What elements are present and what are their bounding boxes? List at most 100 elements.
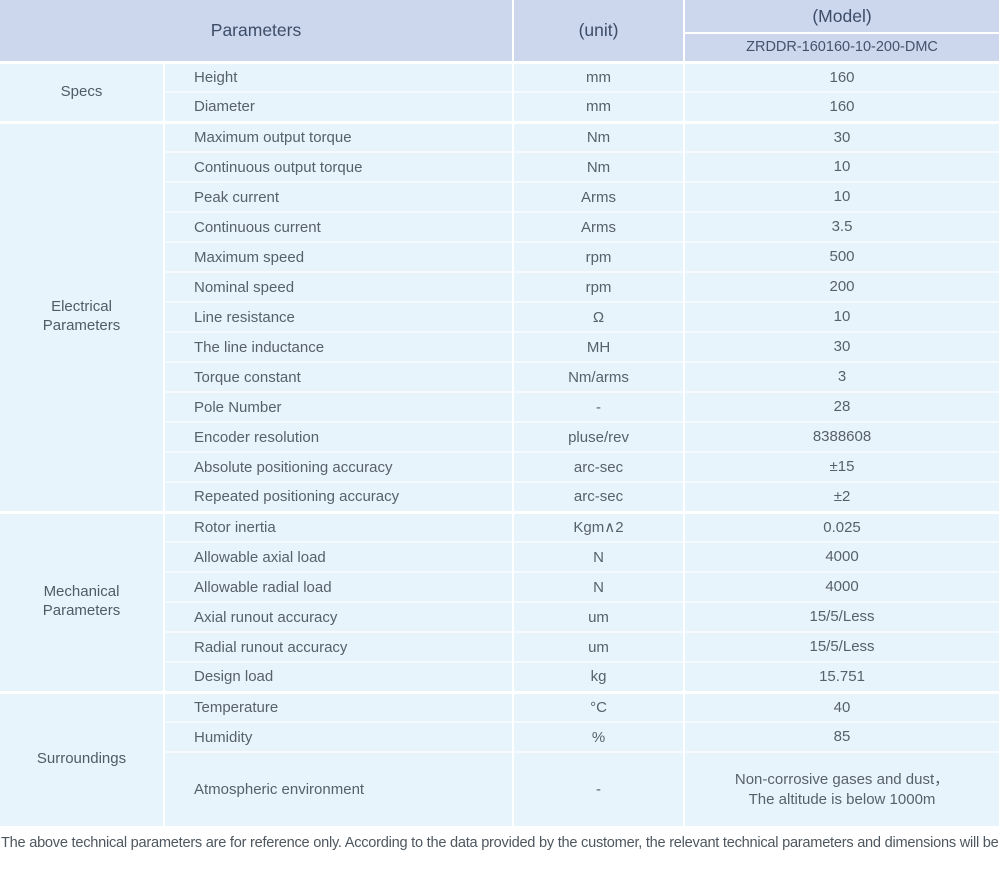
table-row: Encoder resolution pluse/rev 8388608 xyxy=(0,421,999,452)
table-row: Electrical Parameters Maximum output tor… xyxy=(0,120,999,512)
value-cell: 200 xyxy=(683,271,999,302)
param-cell: Allowable radial load xyxy=(162,571,514,602)
unit-cell: um xyxy=(512,631,685,662)
unit-cell: - xyxy=(512,751,685,826)
value-cell: 500 xyxy=(683,241,999,272)
table-row: Pole Number - 28 xyxy=(0,391,999,422)
value-cell: 4000 xyxy=(683,571,999,602)
unit-cell: arc-sec xyxy=(512,451,685,482)
unit-cell: N xyxy=(512,571,685,602)
unit-cell: °C xyxy=(512,690,685,722)
table-row: Maximum speed rpm 500 xyxy=(0,241,999,272)
unit-cell: rpm xyxy=(512,271,685,302)
param-cell: Design load xyxy=(162,661,514,692)
param-cell: Torque constant xyxy=(162,361,514,392)
section-specs: Specs Height mm 160 Diameter mm 160 xyxy=(0,60,999,122)
param-cell: Diameter xyxy=(162,91,514,122)
footer-note: The above technical parameters are for r… xyxy=(1,835,999,851)
section-mechanical: Mechanical Parameters Rotor inertia Kgm∧… xyxy=(0,510,999,692)
value-cell: 40 xyxy=(683,690,999,722)
param-cell: Continuous output torque xyxy=(162,151,514,182)
value-cell: ±2 xyxy=(683,481,999,512)
param-cell: Height xyxy=(162,60,514,92)
table-row: Repeated positioning accuracy arc-sec ±2 xyxy=(0,481,999,512)
unit-cell: arc-sec xyxy=(512,481,685,512)
param-cell: Absolute positioning accuracy xyxy=(162,451,514,482)
param-cell: Encoder resolution xyxy=(162,421,514,452)
table-row: Continuous current Arms 3.5 xyxy=(0,211,999,242)
param-cell: Axial runout accuracy xyxy=(162,601,514,632)
unit-cell: Arms xyxy=(512,211,685,242)
group-cell: Surroundings xyxy=(0,690,164,826)
param-cell: Temperature xyxy=(162,690,514,722)
header-parameters: Parameters xyxy=(0,0,514,62)
table-row: Absolute positioning accuracy arc-sec ±1… xyxy=(0,451,999,482)
param-cell: Nominal speed xyxy=(162,271,514,302)
param-cell: The line inductance xyxy=(162,331,514,362)
section-surroundings: Surroundings Temperature °C 40 Humidity … xyxy=(0,690,999,826)
value-cell: Non-corrosive gases and dust， The altitu… xyxy=(683,751,999,826)
value-cell: 8388608 xyxy=(683,421,999,452)
unit-cell: MH xyxy=(512,331,685,362)
value-cell: 10 xyxy=(683,181,999,212)
header-model: (Model) xyxy=(683,0,999,33)
value-cell: 3.5 xyxy=(683,211,999,242)
table-row: Line resistance Ω 10 xyxy=(0,301,999,332)
value-cell: 30 xyxy=(683,120,999,152)
table-row: The line inductance MH 30 xyxy=(0,331,999,362)
param-cell: Repeated positioning accuracy xyxy=(162,481,514,512)
table-row: Continuous output torque Nm 10 xyxy=(0,151,999,182)
spec-table: Parameters (unit) (Model) ZRDDR-160160-1… xyxy=(0,0,999,826)
param-cell: Radial runout accuracy xyxy=(162,631,514,662)
param-cell: Pole Number xyxy=(162,391,514,422)
table-row: Nominal speed rpm 200 xyxy=(0,271,999,302)
param-cell: Continuous current xyxy=(162,211,514,242)
unit-cell: Nm/arms xyxy=(512,361,685,392)
value-cell: ±15 xyxy=(683,451,999,482)
param-cell: Humidity xyxy=(162,721,514,752)
param-cell: Allowable axial load xyxy=(162,541,514,572)
param-cell: Peak current xyxy=(162,181,514,212)
unit-cell: um xyxy=(512,601,685,632)
table-row: Mechanical Parameters Rotor inertia Kgm∧… xyxy=(0,510,999,692)
table-row: Axial runout accuracy um 15/5/Less xyxy=(0,601,999,632)
unit-cell: Arms xyxy=(512,181,685,212)
table-row: Humidity % 85 xyxy=(0,721,999,752)
table-row: Atmospheric environment - Non-corrosive … xyxy=(0,751,999,826)
value-cell: 15/5/Less xyxy=(683,631,999,662)
unit-cell: rpm xyxy=(512,241,685,272)
table-row: Surroundings Temperature °C 40 xyxy=(0,690,999,826)
value-cell: 30 xyxy=(683,331,999,362)
group-cell: Electrical Parameters xyxy=(0,120,164,512)
param-cell: Line resistance xyxy=(162,301,514,332)
unit-cell: mm xyxy=(512,60,685,92)
param-cell: Maximum speed xyxy=(162,241,514,272)
group-cell: Mechanical Parameters xyxy=(0,510,164,692)
value-cell: 15/5/Less xyxy=(683,601,999,632)
header-unit: (unit) xyxy=(512,0,685,62)
value-cell: 10 xyxy=(683,301,999,332)
param-cell: Atmospheric environment xyxy=(162,751,514,826)
value-cell: 15.751 xyxy=(683,661,999,692)
table-row: Radial runout accuracy um 15/5/Less xyxy=(0,631,999,662)
unit-cell: - xyxy=(512,391,685,422)
table-row: Peak current Arms 10 xyxy=(0,181,999,212)
table-row: Allowable axial load N 4000 xyxy=(0,541,999,572)
table-row: Specs Height mm 160 xyxy=(0,60,999,122)
unit-cell: N xyxy=(512,541,685,572)
value-cell: 4000 xyxy=(683,541,999,572)
unit-cell: % xyxy=(512,721,685,752)
unit-cell: Ω xyxy=(512,301,685,332)
value-cell: 0.025 xyxy=(683,510,999,542)
table-row: Torque constant Nm/arms 3 xyxy=(0,361,999,392)
unit-cell: Nm xyxy=(512,151,685,182)
unit-cell: Kgm∧2 xyxy=(512,510,685,542)
value-cell: 3 xyxy=(683,361,999,392)
table-row: Diameter mm 160 xyxy=(0,91,999,122)
header-model-value: ZRDDR-160160-10-200-DMC xyxy=(683,32,999,62)
unit-cell: mm xyxy=(512,91,685,122)
param-cell: Rotor inertia xyxy=(162,510,514,542)
value-cell: 85 xyxy=(683,721,999,752)
unit-cell: kg xyxy=(512,661,685,692)
unit-cell: pluse/rev xyxy=(512,421,685,452)
